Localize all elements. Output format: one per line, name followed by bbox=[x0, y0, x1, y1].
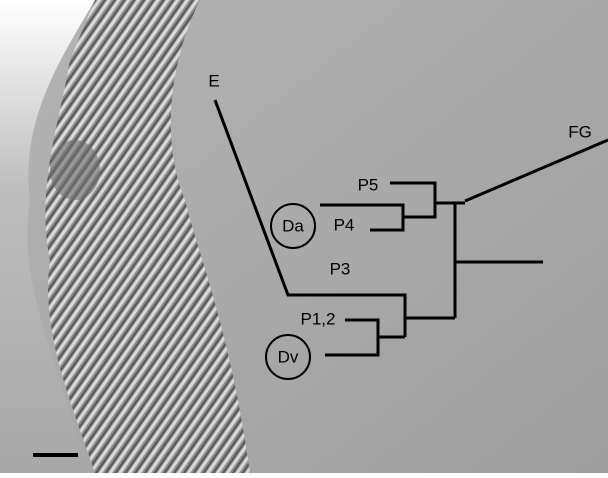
label: E bbox=[208, 71, 219, 90]
label: P3 bbox=[330, 259, 351, 278]
label: FG bbox=[568, 122, 592, 141]
map: E FG P5 P4 Da P3 P1,2 Dv bbox=[0, 0, 608, 473]
label: P5 bbox=[358, 175, 379, 194]
label: P1,2 bbox=[301, 309, 336, 328]
page: E FG P5 P4 Da P3 P1,2 Dv (() => { const … bbox=[0, 0, 608, 473]
basin bbox=[50, 140, 100, 200]
label: P4 bbox=[334, 215, 355, 234]
label: Da bbox=[282, 216, 304, 235]
label: Dv bbox=[278, 347, 299, 366]
